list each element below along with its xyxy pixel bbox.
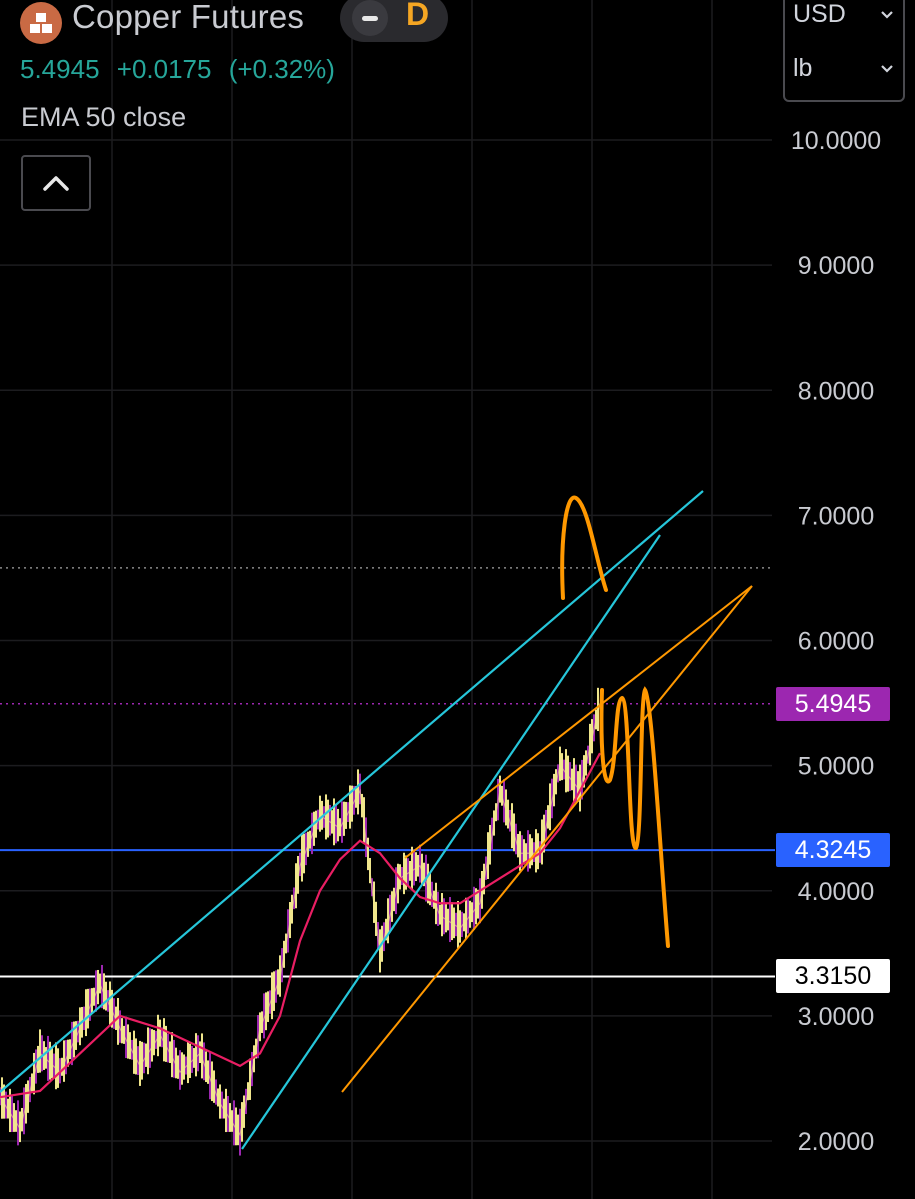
price-axis-tick: 2.0000 [798,1128,874,1156]
price-axis-tick: 4.0000 [798,878,874,906]
chart-header: Copper Futures D 5.4945 +0.0175 (+0.32%)… [0,0,780,211]
orange-trendline-lower [341,585,753,1093]
currency-value: USD [793,0,846,28]
price-axis-tick: 10.0000 [791,127,881,155]
unit-select[interactable]: lb [793,54,897,94]
price-axis-tick: 7.0000 [798,502,874,530]
price-axis-tick: 3.0000 [798,1003,874,1031]
sketch-projection-wave [599,686,670,948]
unit-selector: USD lb [783,0,905,102]
price-axis-tick: 9.0000 [798,252,874,280]
copper-cubes-icon [20,2,62,44]
unit-value: lb [793,54,813,82]
chevron-up-icon [43,176,69,191]
last-price: 5.4945 [20,54,100,84]
interval-pill[interactable]: D [340,0,448,42]
interval-label[interactable]: D [406,0,430,32]
teal-trendline-upper [0,490,704,1093]
quote-line: 5.4945 +0.0175 (+0.32%) [20,54,345,85]
currency-select[interactable]: USD [793,0,897,40]
price-axis-tick: 6.0000 [798,628,874,656]
indicator-label[interactable]: EMA 50 close [21,102,187,132]
price-change-pct: (+0.32%) [228,54,335,84]
minus-icon[interactable] [352,0,388,36]
chart-grid [0,0,772,1199]
orange-trendline-upper [404,585,753,859]
current-price-label: 5.4945 [776,686,890,721]
price-change: +0.0175 [116,54,212,84]
sketch-top-arc [560,495,608,600]
chevron-down-icon [881,65,893,73]
chevron-down-icon [881,11,893,19]
collapse-button[interactable] [21,155,91,211]
price-line [0,702,601,1137]
price-axis: 10.0000 9.0000 8.0000 7.0000 6.0000 5.0000 4.0… [791,127,881,1156]
symbol-title[interactable]: Copper Futures [72,0,305,35]
white-level-price-label: 3.3150 [776,959,890,994]
price-axis-tick: 8.0000 [798,377,874,405]
price-series [0,687,601,1156]
teal-trendline-lower [241,534,661,1150]
blue-level-price-label: 4.3245 [776,833,890,868]
user-drawings [0,490,753,1150]
ema-line [0,752,601,1099]
price-axis-tick: 5.0000 [798,753,874,781]
